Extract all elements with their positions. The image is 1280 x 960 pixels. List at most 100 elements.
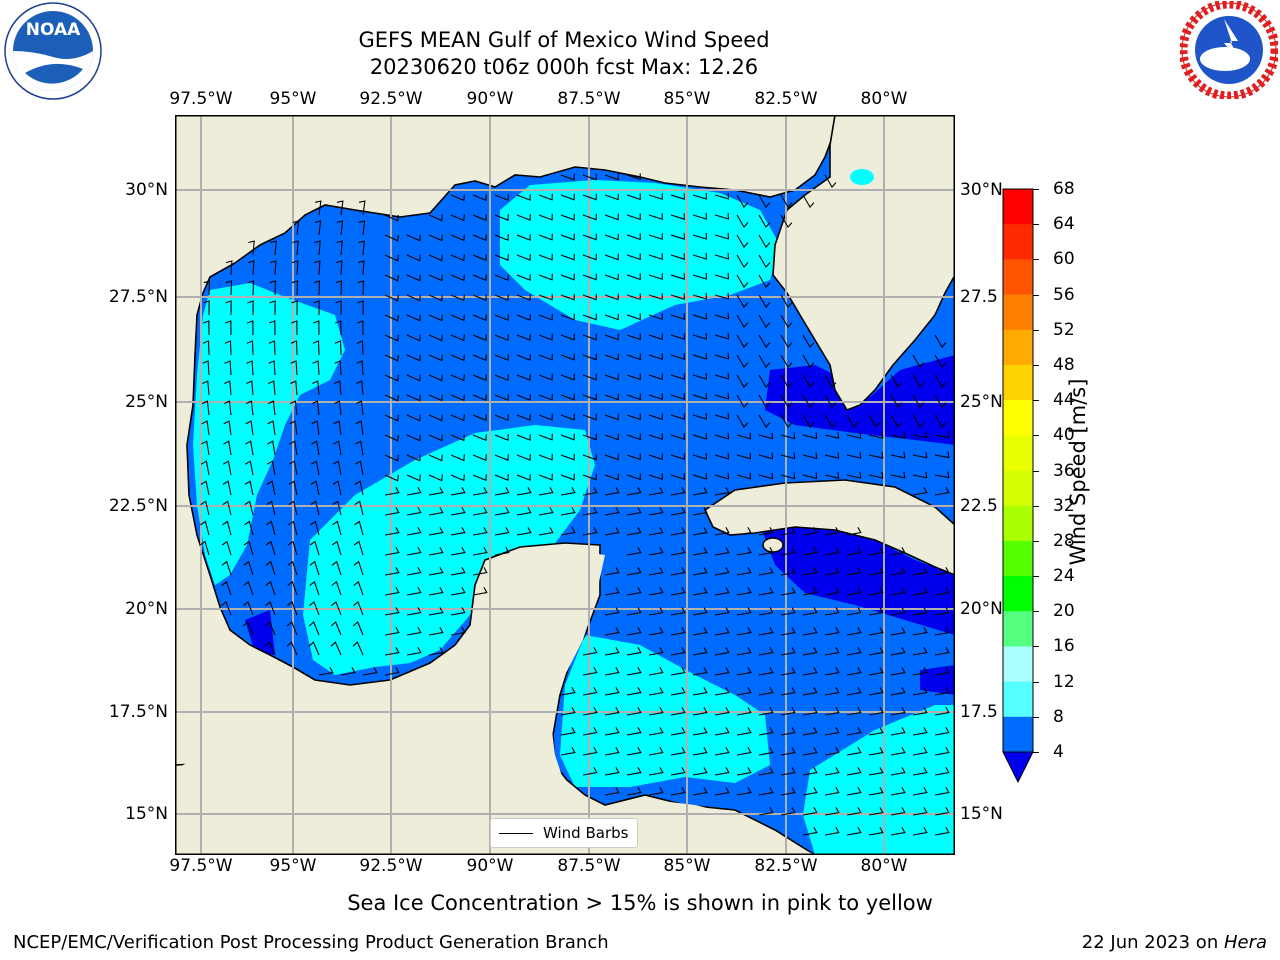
wind-barb (890, 667, 906, 676)
wind-barb (221, 580, 232, 596)
wind-barb (243, 560, 254, 576)
wind-barb (648, 273, 663, 281)
wind-barb (604, 473, 619, 481)
wind-barb (736, 452, 752, 460)
wind-barb (264, 641, 276, 656)
wind-barb (714, 707, 730, 716)
wind-barb (846, 767, 862, 776)
wind-barb (604, 587, 620, 596)
wind-barb (626, 273, 641, 281)
wind-barb (604, 433, 619, 441)
wind-barb (802, 727, 818, 736)
wind-barb (560, 727, 576, 736)
wind-barb (890, 471, 906, 479)
wind-barb (736, 334, 749, 349)
colorbar-tick-mark (1033, 681, 1039, 683)
wind-barb (450, 507, 466, 516)
wind-barb (736, 687, 752, 696)
wind-barb (648, 487, 664, 496)
wind-barb (222, 520, 232, 536)
wind-barb (670, 333, 685, 340)
colorbar-tick-mark (1033, 259, 1039, 261)
wind-barb (934, 687, 950, 696)
colorbar-tick-mark (1033, 540, 1039, 542)
wind-barb (221, 560, 232, 576)
wind-barb (648, 627, 664, 636)
wind-barb (494, 254, 509, 261)
wind-barb (516, 434, 531, 441)
wind-barb (890, 707, 906, 716)
wind-barb (560, 333, 575, 341)
wind-barb (670, 433, 685, 440)
wind-barb (714, 547, 730, 556)
wind-barb (340, 667, 356, 676)
wind-barb (912, 587, 928, 596)
wind-barb (538, 213, 553, 221)
wind-barb (472, 474, 487, 482)
wind-barb (310, 500, 320, 516)
wind-barb (670, 373, 685, 380)
wind-barb (846, 527, 862, 536)
wind-barb (314, 240, 321, 256)
wind-barb (758, 354, 771, 369)
wind-barb (626, 627, 642, 636)
wind-barb (824, 414, 837, 429)
wind-barb (406, 627, 422, 636)
lat-tick-right-6: 15°N (960, 804, 1003, 824)
wind-barb (912, 747, 928, 756)
wind-barb (309, 540, 320, 556)
wind-barb (758, 432, 774, 440)
wind-barb (692, 727, 708, 736)
wind-barb (538, 413, 553, 421)
lon-tick-bottom-1: 95°W (269, 856, 317, 876)
wind-barb (450, 214, 465, 222)
wind-barb (472, 194, 487, 202)
wind-barb (626, 353, 641, 361)
wind-barb (450, 587, 466, 596)
wind-barb (648, 547, 664, 556)
wind-barb (758, 647, 774, 656)
wind-barb (428, 334, 443, 342)
footer-machine: Hera (1223, 932, 1267, 953)
wind-barb (472, 507, 488, 516)
wind-barb (692, 687, 708, 696)
wind-barb (780, 214, 793, 229)
colorbar-cell (1003, 294, 1033, 331)
wind-barb (604, 293, 619, 301)
wind-barb (692, 787, 708, 796)
wind-barb (736, 314, 749, 329)
wind-barb (736, 567, 752, 576)
wind-barb (846, 747, 862, 756)
wind-barb (428, 487, 444, 496)
wind-barb (538, 293, 553, 301)
wind-barb (406, 527, 422, 536)
wind-barb (758, 547, 774, 556)
wind-barb (934, 414, 947, 429)
wind-barb (846, 452, 862, 459)
wind-barb (670, 587, 686, 596)
wind-barb (406, 607, 422, 616)
lat-tick-left-6: 15°N (125, 804, 168, 824)
wind-barb (290, 380, 298, 396)
wind-barb (582, 747, 598, 756)
wind-barb (406, 434, 421, 442)
wind-barb (736, 432, 752, 440)
wind-barb (846, 727, 862, 736)
wind-barb (648, 393, 663, 401)
wind-barb (203, 320, 210, 336)
wind-barb (648, 567, 664, 576)
wind-barb (560, 233, 575, 241)
colorbar-cell (1003, 646, 1033, 683)
wind-barb (824, 707, 840, 716)
wind-barb (890, 687, 906, 696)
wind-barb (626, 313, 641, 321)
wind-barb (648, 333, 663, 341)
wind-barb (890, 587, 906, 596)
wind-barb (309, 560, 320, 576)
wind-barb (736, 234, 749, 249)
wind-barb (648, 213, 663, 221)
wind-barb (266, 460, 276, 476)
wind-barb (560, 707, 576, 716)
wind-barb (890, 827, 906, 836)
colorbar-tick-label-6: 44 (1053, 390, 1075, 411)
